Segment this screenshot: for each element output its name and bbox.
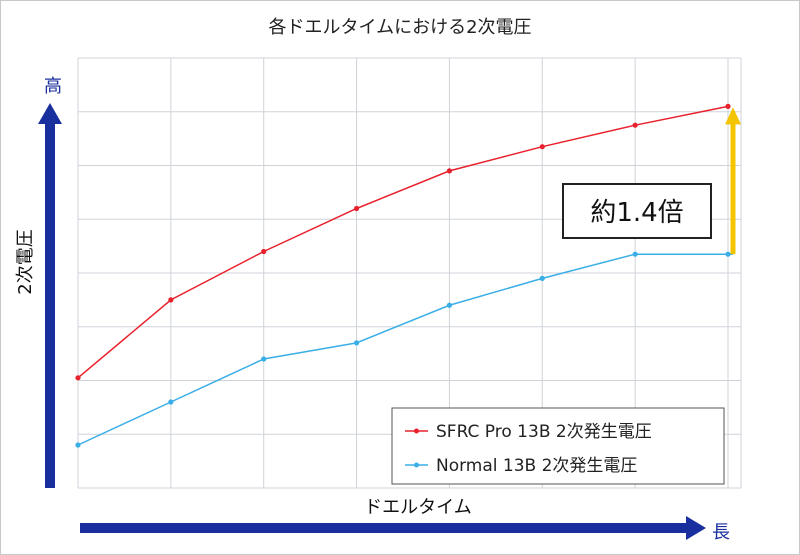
legend-box bbox=[391, 407, 725, 485]
data-point bbox=[75, 442, 81, 448]
legend-label-normal: Normal 13B 2次発生電圧 bbox=[436, 456, 637, 476]
y-arrow-label: 高 bbox=[44, 76, 62, 97]
x-arrow-shaft bbox=[80, 523, 688, 533]
y-arrow-head bbox=[38, 103, 62, 124]
data-point bbox=[75, 375, 81, 381]
data-point bbox=[168, 399, 174, 405]
series-line-1 bbox=[77, 253, 728, 446]
legend-label-sfrc: SFRC Pro 13B 2次発生電圧 bbox=[436, 422, 652, 442]
data-point bbox=[725, 103, 731, 109]
data-point bbox=[539, 275, 545, 281]
y-arrow-shaft bbox=[45, 120, 55, 488]
x-arrow-label: 長 bbox=[712, 522, 730, 543]
data-point bbox=[539, 144, 545, 150]
legend-marker-sfrc bbox=[414, 428, 419, 434]
y-axis-label: 2次電圧 bbox=[15, 229, 36, 294]
data-point bbox=[632, 251, 638, 257]
data-point bbox=[632, 122, 638, 128]
data-point bbox=[353, 205, 360, 212]
series-lines bbox=[75, 103, 731, 448]
x-arrow-head bbox=[686, 516, 706, 540]
data-point bbox=[261, 356, 267, 362]
legend-marker-normal bbox=[414, 462, 419, 468]
axis-arrows bbox=[38, 103, 706, 540]
data-point bbox=[168, 297, 174, 303]
chart-title: 各ドエルタイムにおける2次電圧 bbox=[268, 17, 531, 38]
ratio-arrow-shaft bbox=[730, 122, 736, 255]
data-point bbox=[446, 302, 453, 308]
data-point bbox=[261, 248, 267, 255]
grid bbox=[77, 57, 742, 489]
ratio-callout: 約1.4倍 bbox=[562, 183, 712, 239]
data-point bbox=[446, 168, 453, 174]
ratio-annotation bbox=[725, 107, 741, 255]
series-line-0 bbox=[77, 105, 729, 379]
data-point bbox=[353, 340, 360, 346]
callout-box bbox=[562, 183, 712, 239]
x-axis-label: ドエルタイム bbox=[364, 497, 472, 518]
legend: SFRC Pro 13B 2次発生電圧 Normal 13B 2次発生電圧 bbox=[391, 407, 725, 485]
callout-label: 約1.4倍 bbox=[590, 198, 683, 228]
ratio-arrow-head bbox=[725, 107, 741, 125]
